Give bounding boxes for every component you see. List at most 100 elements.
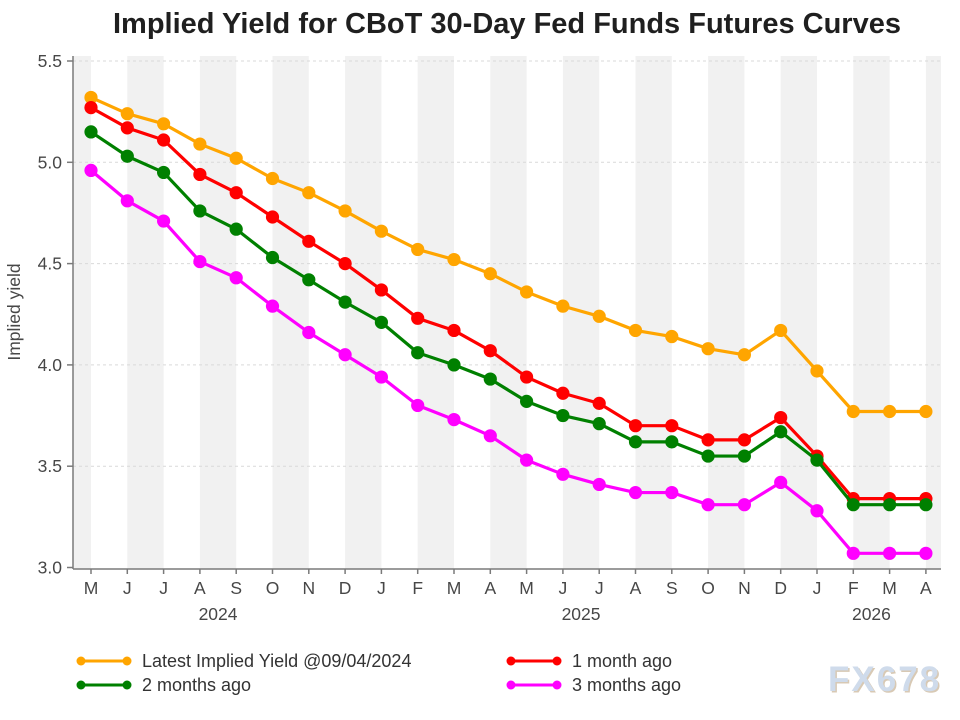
data-point xyxy=(265,210,280,224)
data-point xyxy=(338,204,352,218)
data-point xyxy=(374,315,388,329)
y-tick-label: 3.0 xyxy=(38,558,63,578)
x-tick-label: M xyxy=(84,578,99,598)
data-point xyxy=(592,417,606,431)
x-year-label: 2026 xyxy=(852,604,891,624)
background-stripe xyxy=(417,56,454,569)
data-point xyxy=(157,214,171,228)
data-point xyxy=(157,117,171,131)
data-point xyxy=(302,234,316,248)
data-point xyxy=(302,186,316,200)
data-point xyxy=(883,404,897,419)
x-tick-label: A xyxy=(630,578,642,598)
data-point xyxy=(774,323,788,338)
x-tick-label: F xyxy=(848,578,859,598)
data-point xyxy=(338,348,352,362)
series-3-months-ago xyxy=(84,163,933,560)
series-latest xyxy=(84,90,933,419)
data-point xyxy=(157,165,171,180)
data-point xyxy=(520,394,534,408)
x-tick-label: M xyxy=(447,578,462,598)
x-tick-label: J xyxy=(595,578,604,598)
chart-title: Implied Yield for CBoT 30-Day Fed Funds … xyxy=(113,8,901,40)
data-point xyxy=(84,90,98,105)
data-point xyxy=(120,121,134,135)
data-point xyxy=(483,267,497,281)
data-point xyxy=(628,323,643,338)
data-point xyxy=(701,342,715,356)
x-tick-label: N xyxy=(302,578,315,598)
data-point xyxy=(737,348,752,362)
x-tick-label: A xyxy=(194,578,206,598)
data-point xyxy=(810,364,824,378)
data-point xyxy=(701,433,715,447)
background-stripe xyxy=(708,56,745,569)
data-point xyxy=(665,435,679,449)
legend-item-1-month-ago: 1 month ago xyxy=(504,651,672,671)
legend-label-latest: Latest Implied Yield @09/04/2024 xyxy=(142,650,412,671)
legend-marker-2-months-icon xyxy=(76,680,132,690)
background-stripe xyxy=(199,56,237,569)
data-point xyxy=(193,254,207,269)
data-point xyxy=(701,498,715,512)
x-tick-label: F xyxy=(412,578,423,598)
background-stripe xyxy=(73,56,91,569)
data-point xyxy=(120,149,134,163)
data-point xyxy=(229,271,243,285)
background-stripe xyxy=(780,56,817,569)
y-axis-title: Implied yield xyxy=(4,263,24,360)
series-2-months-ago xyxy=(84,125,933,512)
data-point xyxy=(120,107,134,121)
y-axis-ticks: 3.0 3.5 4.0 4.5 5.0 5.5 xyxy=(38,51,73,578)
data-point xyxy=(483,344,497,358)
data-point xyxy=(302,273,316,287)
data-point xyxy=(411,242,425,257)
data-point xyxy=(338,295,352,309)
plot-area: 3.0 3.5 4.0 4.5 5.0 5.5 M J J A S O N D J F M A M J J A S O N D J F… xyxy=(4,51,941,624)
data-point xyxy=(229,151,243,165)
series-line xyxy=(90,130,926,507)
data-point xyxy=(883,546,897,560)
data-point xyxy=(919,404,933,419)
data-point xyxy=(846,546,860,560)
data-point xyxy=(810,504,824,518)
x-tick-label: J xyxy=(377,578,386,598)
data-point xyxy=(338,257,352,271)
y-tick-label: 3.5 xyxy=(38,456,62,476)
data-point xyxy=(628,419,643,433)
x-tick-label: M xyxy=(519,578,534,598)
data-point xyxy=(193,204,207,218)
legend-item-latest: Latest Implied Yield @09/04/2024 xyxy=(74,651,411,671)
x-tick-label: S xyxy=(230,578,242,598)
data-point xyxy=(774,425,788,439)
data-point xyxy=(556,408,570,423)
legend-label-3-months: 3 months ago xyxy=(572,674,682,695)
data-point xyxy=(520,370,534,384)
data-point xyxy=(846,498,860,512)
background-stripe xyxy=(635,56,672,569)
legend-marker-latest-icon xyxy=(76,656,132,666)
data-point xyxy=(919,546,933,560)
data-point xyxy=(592,396,606,410)
data-point xyxy=(520,285,534,299)
data-point xyxy=(157,133,171,147)
data-point xyxy=(483,372,497,386)
legend-label-2-months: 2 months ago xyxy=(142,674,252,695)
y-tick-label: 5.0 xyxy=(38,152,63,172)
data-point xyxy=(556,386,570,400)
data-point xyxy=(229,222,243,236)
x-tick-label: A xyxy=(484,578,496,598)
x-tick-label: M xyxy=(882,578,897,598)
series-line xyxy=(89,169,926,555)
data-point xyxy=(846,404,860,419)
data-point xyxy=(84,100,98,115)
x-tick-label: J xyxy=(159,578,168,598)
data-point xyxy=(447,358,461,372)
data-point xyxy=(84,125,98,139)
x-tick-label: D xyxy=(339,578,352,598)
x-axis-ticks: M J J A S O N D J F M A M J J A S O N D J F M A 2024 2025 2026 xyxy=(84,569,932,624)
data-point xyxy=(737,449,752,463)
data-point xyxy=(302,325,316,340)
month-stripes xyxy=(73,56,941,569)
background-stripe xyxy=(925,56,941,569)
